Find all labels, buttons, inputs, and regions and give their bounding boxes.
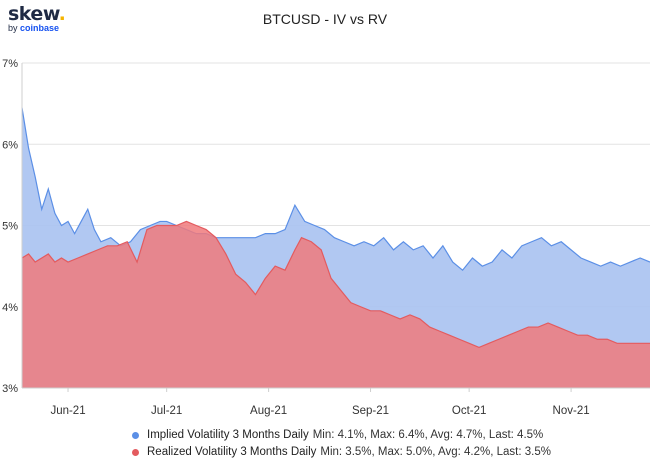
x-tick-label: Jul-21 [151, 405, 182, 417]
x-tick-label: Oct-21 [452, 405, 487, 417]
legend-item-implied[interactable]: Implied Volatility 3 Months Daily Min: 4… [132, 427, 551, 444]
implied-vol-line [21, 107, 650, 272]
realized-vol-area [22, 221, 650, 388]
legend-stats-realized: Min: 3.5%, Max: 5.0%, Avg: 4.2%, Last: 3… [320, 446, 551, 458]
legend-marker-implied [132, 432, 139, 439]
x-tick-label: Nov-21 [553, 405, 590, 417]
y-tick-label: 3% [2, 383, 18, 395]
legend-marker-realized [132, 449, 139, 456]
legend-label-realized: Realized Volatility 3 Months Daily [147, 446, 317, 458]
legend-label-implied: Implied Volatility 3 Months Daily [147, 429, 309, 441]
logo-wordmark: skew. [8, 3, 66, 25]
y-tick-label: 5% [2, 221, 18, 233]
legend-item-realized[interactable]: Realized Volatility 3 Months Daily Min: … [132, 444, 551, 461]
legend-stats-implied: Min: 4.1%, Max: 6.4%, Avg: 4.7%, Last: 4… [312, 429, 544, 441]
y-tick-label: 6% [2, 139, 18, 151]
skew-logo: skew. by coinbase [8, 3, 66, 33]
x-tick-label: Aug-21 [250, 405, 287, 417]
chart-legend: Implied Volatility 3 Months Daily Min: 4… [132, 427, 551, 461]
realized-vol-line [21, 220, 650, 349]
y-tick-label: 4% [2, 302, 18, 314]
x-tick-label: Sep-21 [352, 405, 389, 417]
y-tick-label: 7% [2, 58, 18, 70]
x-tick-label: Jun-21 [50, 405, 85, 417]
chart-title: BTCUSD - IV vs RV [262, 11, 388, 27]
logo-byline: by coinbase [8, 23, 60, 33]
